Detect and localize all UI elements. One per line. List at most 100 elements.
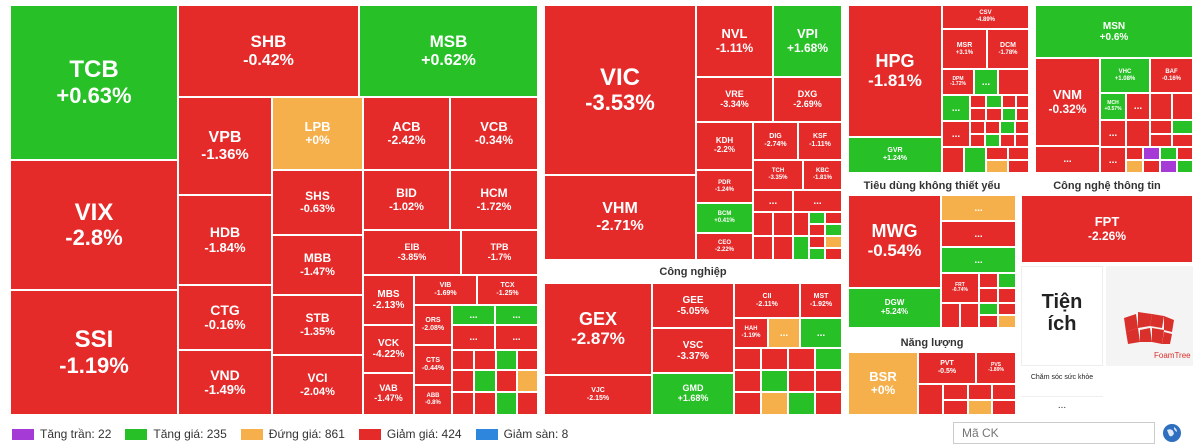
mini-tile[interactable] — [788, 370, 815, 392]
tile-VND[interactable]: VND -1.49% — [178, 350, 272, 415]
tile-BCM[interactable]: BCM +0.41% — [696, 203, 753, 233]
mini-tile[interactable] — [1177, 147, 1193, 160]
tile-VCK[interactable]: VCK -4.22% — [363, 325, 414, 373]
tile-KDH[interactable]: KDH -2.2% — [696, 122, 753, 170]
tile-VCI[interactable]: VCI -2.04% — [272, 355, 363, 415]
tile-MWG[interactable]: MWG -0.54% — [848, 195, 941, 288]
mini-tile[interactable] — [960, 303, 979, 328]
mini-tile[interactable] — [825, 212, 842, 224]
mini-tile[interactable] — [474, 370, 496, 392]
tile-EIB[interactable]: EIB -3.85% — [363, 230, 461, 275]
tile-TPB[interactable]: TPB -1.7% — [461, 230, 538, 275]
tile-VAB[interactable]: VAB -1.47% — [363, 373, 414, 415]
tile-HAH[interactable]: HAH -1.19% — [734, 318, 768, 348]
mini-tile[interactable] — [964, 147, 986, 173]
mini-tile[interactable] — [1126, 147, 1143, 160]
mini-tile[interactable] — [788, 348, 815, 370]
tile-VRE[interactable]: VRE -3.34% — [696, 77, 773, 122]
tile-more[interactable]: ... — [753, 190, 793, 212]
mini-tile[interactable] — [986, 147, 1008, 160]
tile-more[interactable]: ... — [941, 195, 1016, 221]
tile-VHM[interactable]: VHM -2.71% — [544, 175, 696, 260]
sector-healthcare-more[interactable]: ... — [1021, 396, 1103, 416]
tile-VNM[interactable]: VNM -0.32% — [1035, 58, 1100, 146]
tile-VHC[interactable]: VHC +1.08% — [1100, 58, 1150, 93]
tile-more[interactable]: ... — [495, 305, 538, 325]
mini-tile[interactable] — [986, 108, 1002, 121]
mini-tile[interactable] — [998, 315, 1016, 328]
tile-ORS[interactable]: ORS -2.08% — [414, 305, 452, 345]
mini-tile[interactable] — [815, 392, 842, 415]
mini-tile[interactable] — [474, 350, 496, 370]
mini-tile[interactable] — [1002, 95, 1016, 108]
mini-tile[interactable] — [773, 212, 793, 236]
mini-tile[interactable] — [1160, 160, 1177, 173]
tile-HDB[interactable]: HDB -1.84% — [178, 195, 272, 285]
tile-CII[interactable]: CII -2.11% — [734, 283, 800, 318]
tile-more[interactable]: ... — [452, 305, 495, 325]
mini-tile[interactable] — [809, 224, 825, 236]
tile-HCM[interactable]: HCM -1.72% — [450, 170, 538, 230]
mini-tile[interactable] — [517, 370, 538, 392]
mini-tile[interactable] — [452, 392, 474, 415]
stock-search-input[interactable] — [953, 422, 1155, 444]
tile-more[interactable]: ... — [800, 318, 842, 348]
mini-tile[interactable] — [1000, 134, 1015, 147]
tile-more[interactable]: ... — [942, 95, 970, 121]
mini-tile[interactable] — [992, 384, 1016, 400]
tile-GMD[interactable]: GMD +1.68% — [652, 373, 734, 415]
tile-VJC[interactable]: VJC -2.15% — [544, 375, 652, 415]
mini-tile[interactable] — [1008, 147, 1029, 160]
mini-tile[interactable] — [1000, 121, 1015, 134]
tile-GEX[interactable]: GEX -2.87% — [544, 283, 652, 375]
tile-TCB[interactable]: TCB +0.63% — [10, 5, 178, 160]
mini-tile[interactable] — [1172, 93, 1193, 120]
mini-tile[interactable] — [773, 236, 793, 260]
mini-tile[interactable] — [1177, 160, 1193, 173]
tile-VIC[interactable]: VIC -3.53% — [544, 5, 696, 175]
tile-MBS[interactable]: MBS -2.13% — [363, 275, 414, 325]
mini-tile[interactable] — [753, 212, 773, 236]
mini-tile[interactable] — [1016, 108, 1029, 121]
mini-tile[interactable] — [517, 392, 538, 415]
mini-tile[interactable] — [1143, 160, 1160, 173]
mini-tile[interactable] — [985, 121, 1000, 134]
tile-BID[interactable]: BID -1.02% — [363, 170, 450, 230]
tile-more[interactable]: ... — [941, 221, 1016, 247]
tile-VPI[interactable]: VPI +1.68% — [773, 5, 842, 77]
mini-tile[interactable] — [815, 348, 842, 370]
mini-tile[interactable] — [753, 236, 773, 260]
tile-MBB[interactable]: MBB -1.47% — [272, 235, 363, 295]
mini-tile[interactable] — [986, 95, 1002, 108]
mini-tile[interactable] — [1008, 160, 1029, 173]
tile-DCM[interactable]: DCM -1.78% — [987, 29, 1029, 69]
mini-tile[interactable] — [761, 348, 788, 370]
tile-VCB[interactable]: VCB -0.34% — [450, 97, 538, 170]
mini-tile[interactable] — [734, 370, 761, 392]
mini-tile[interactable] — [1126, 120, 1150, 147]
tile-PVS[interactable]: PVS -1.89% — [976, 352, 1016, 384]
mini-tile[interactable] — [970, 108, 986, 121]
mini-tile[interactable] — [761, 392, 788, 415]
tile-DXG[interactable]: DXG -2.69% — [773, 77, 842, 122]
tile-CTS[interactable]: CTS -0.44% — [414, 345, 452, 385]
tile-NVL[interactable]: NVL -1.11% — [696, 5, 773, 77]
globe-icon[interactable] — [1163, 424, 1181, 442]
mini-tile[interactable] — [1160, 147, 1177, 160]
mini-tile[interactable] — [496, 350, 517, 370]
mini-tile[interactable] — [998, 288, 1016, 303]
tile-MCH[interactable]: MCH +0.57% — [1100, 93, 1126, 120]
tile-GEE[interactable]: GEE -5.05% — [652, 283, 734, 328]
tile-more[interactable]: ... — [1126, 93, 1150, 120]
tile-CSV[interactable]: CSV -4.89% — [942, 5, 1029, 29]
mini-tile[interactable] — [986, 160, 1008, 173]
mini-tile[interactable] — [825, 224, 842, 236]
mini-tile[interactable] — [1150, 93, 1172, 120]
mini-tile[interactable] — [943, 384, 968, 400]
tile-TCH[interactable]: TCH -3.35% — [753, 160, 803, 190]
tile-more[interactable]: ... — [793, 190, 842, 212]
mini-tile[interactable] — [452, 370, 474, 392]
mini-tile[interactable] — [941, 303, 960, 328]
mini-tile[interactable] — [788, 392, 815, 415]
mini-tile[interactable] — [998, 273, 1016, 288]
